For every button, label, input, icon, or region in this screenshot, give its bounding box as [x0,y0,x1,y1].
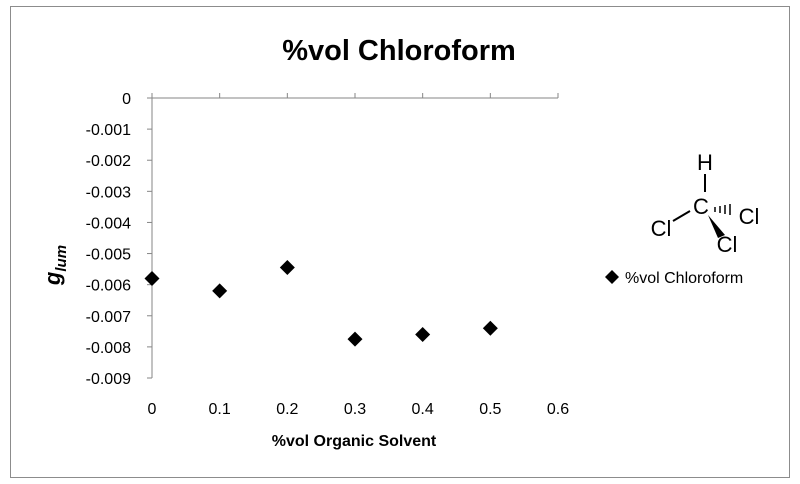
x-tick-label: 0.3 [344,401,366,418]
y-tick-label: -0.002 [86,153,131,170]
x-tick-label: 0.4 [412,401,434,418]
chart-frame [10,6,790,478]
data-point-diamond [347,331,363,347]
y-axis-label: glum [40,245,70,286]
plot-axes [147,93,559,379]
data-point-diamond [144,270,160,286]
x-tick-label: 0 [148,401,157,418]
data-point-diamond [212,283,228,299]
bond-c-cl-left [672,210,691,222]
data-points [144,260,498,347]
molecule-h: H [697,150,713,175]
x-tick-labels: 0 0.1 0.2 0.3 0.4 0.5 0.6 [148,401,570,418]
legend: %vol Chloroform [605,270,743,287]
y-tick-label: 0 [122,91,131,108]
y-tick-label: -0.009 [86,371,131,388]
x-tick-label: 0.6 [547,401,569,418]
y-tick-label: -0.001 [86,122,131,139]
chart-title: %vol Chloroform [282,35,516,67]
y-tick-labels: 0 -0.001 -0.002 -0.003 -0.004 -0.005 -0.006 -0.… [86,91,131,388]
legend-label: %vol Chloroform [625,270,743,287]
data-point-diamond [482,320,498,336]
molecule-c: C [693,194,709,219]
bond-c-cl-right-hashed [714,204,731,215]
y-tick-label: -0.007 [86,309,131,326]
y-axis-label-sub: lum [53,245,70,272]
data-point-diamond [279,260,295,276]
y-tick-label: -0.005 [86,247,131,264]
y-tick-label: -0.003 [86,184,131,201]
x-tick-label: 0.1 [209,401,231,418]
data-point-diamond [415,326,431,342]
y-tick-label: -0.008 [86,340,131,357]
molecule-cl-left: Cl [651,216,672,241]
x-tick-label: 0.5 [479,401,501,418]
x-axis-label: %vol Organic Solvent [272,433,437,450]
molecule-cl-bottom: Cl [717,232,738,257]
molecule-cl-right: Cl [739,204,760,229]
y-axis-label-main: g [40,271,65,286]
y-tick-label: -0.006 [86,278,131,295]
y-tick-label: -0.004 [86,215,131,232]
bond-c-cl-bottom-wedge [708,215,725,238]
x-tick-label: 0.2 [276,401,298,418]
legend-marker-diamond [605,270,619,284]
chloroform-structure: H C Cl Cl Cl [651,150,760,257]
